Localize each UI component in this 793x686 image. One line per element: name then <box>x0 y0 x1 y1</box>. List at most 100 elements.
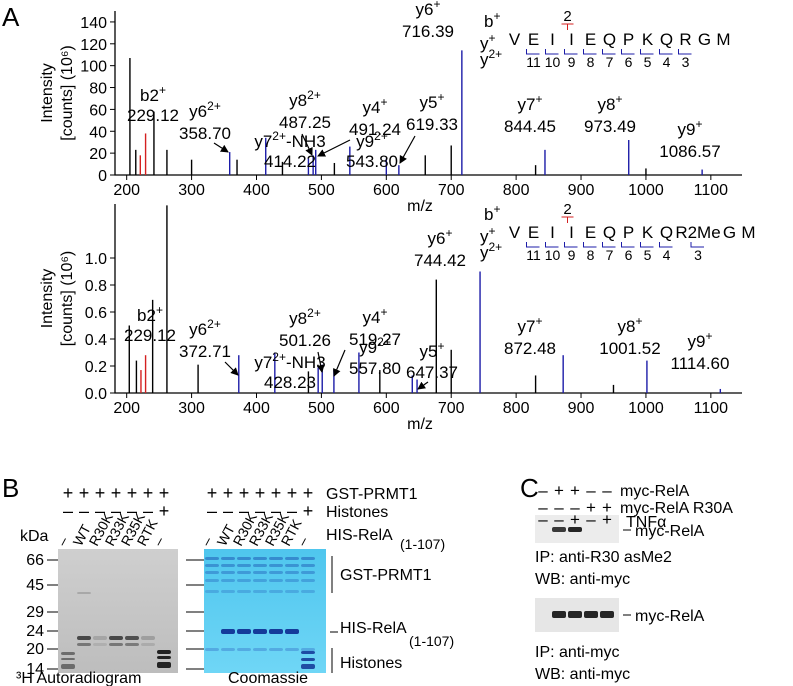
gel-band <box>237 571 251 574</box>
treatment-sign: – <box>127 501 137 521</box>
ion-suffix: -NH3 <box>286 353 326 372</box>
arrow <box>316 351 325 373</box>
y-bracket <box>526 49 540 55</box>
residue: I <box>550 30 555 49</box>
treatment-sign: – <box>570 498 580 517</box>
gel-band <box>269 648 283 651</box>
ion-label: y82+ <box>289 306 321 328</box>
ion-name: b <box>484 205 493 224</box>
y-tick-label: 1.0 <box>85 251 107 268</box>
gel-band <box>61 658 75 660</box>
peak-mz-label: 1086.57 <box>659 142 720 161</box>
y-bracket <box>545 242 559 248</box>
gel-band <box>301 664 315 669</box>
x-tick-label: 900 <box>568 182 595 199</box>
ion-charge: + <box>493 202 500 216</box>
y-fragment-number: 7 <box>606 247 614 263</box>
ion-label: y8+ <box>598 92 623 114</box>
residue: P <box>623 30 634 49</box>
peak-mz-label: 229.12 <box>127 106 179 125</box>
ion-name: y <box>480 243 489 262</box>
ion-charge: 2+ <box>272 350 286 364</box>
gel-band <box>221 579 235 582</box>
y-fragment-number: 6 <box>625 54 633 70</box>
y-tick-label: 0 <box>98 168 107 185</box>
ion-name: y9 <box>359 338 377 357</box>
gel-band <box>237 557 251 560</box>
y-axis-label: Intensity <box>39 63 56 123</box>
ion-name: b <box>484 12 493 31</box>
ion-name: y7 <box>254 132 272 151</box>
residue: R2Me <box>675 223 720 242</box>
treatment-sign: + <box>159 501 170 521</box>
gel-band <box>77 636 91 640</box>
gel-label: GST-PRMT1 <box>340 567 432 584</box>
treatment-sign: – <box>111 501 121 521</box>
y-axis-label: [counts] (10⁶) <box>59 251 76 347</box>
y-bracket <box>602 49 616 55</box>
x-tick-label: 200 <box>113 182 140 199</box>
y-fragment-number: 9 <box>568 54 576 70</box>
treatment-sign: – <box>255 501 265 521</box>
x-tick-label: 700 <box>438 182 465 199</box>
x-tick-label: 400 <box>243 182 270 199</box>
ion-name: y7 <box>254 353 272 372</box>
gel-band <box>253 579 267 582</box>
marker-label: 14 <box>26 661 44 678</box>
ion-charge: + <box>433 0 440 11</box>
ion-label: y5+ <box>420 90 445 112</box>
treatment-sign: – <box>95 501 105 521</box>
ion-label: y62+ <box>189 317 221 339</box>
marker-label: 29 <box>26 604 44 621</box>
y-bracket <box>564 49 578 55</box>
ion-charge: + <box>635 314 642 328</box>
gel-band <box>125 636 139 640</box>
treatment-sign: + <box>207 483 218 503</box>
arrow <box>333 349 346 377</box>
gel-band <box>584 611 598 618</box>
ion-charge: + <box>380 95 387 109</box>
residue: P <box>623 223 634 242</box>
gel-band <box>221 571 235 574</box>
gel-band <box>205 590 219 593</box>
y-tick-label: 60 <box>89 102 107 119</box>
ion-label: y4+ <box>363 95 388 117</box>
caption: IP: anti-R30 asMe2 <box>535 549 672 566</box>
treatment-sign: – <box>287 501 297 521</box>
y-bracket <box>583 242 597 248</box>
treatment-sign: + <box>111 483 122 503</box>
ion-charge: + <box>159 83 166 97</box>
y-fragment-number: 8 <box>587 54 595 70</box>
gel-band <box>269 590 283 593</box>
row-label: HIS-RelA <box>326 527 393 544</box>
gel-band <box>285 564 299 567</box>
y-tick-label: 20 <box>89 146 107 163</box>
peak-mz-label: 358.70 <box>179 124 231 143</box>
y-fragment-number: 7 <box>606 54 614 70</box>
peak-mz-label: 428.23 <box>264 373 316 392</box>
gel-band <box>237 564 251 567</box>
ion-name: b2 <box>137 306 156 325</box>
gel-band <box>301 590 315 593</box>
treatment-sign: + <box>602 498 612 517</box>
ion-charge: + <box>437 90 444 104</box>
gel-band <box>205 564 219 567</box>
ion-name: y <box>480 34 489 53</box>
ion-label: y5+ <box>420 339 445 361</box>
ion-label: y7+ <box>518 314 543 336</box>
peak-mz-label: 543.80 <box>346 152 398 171</box>
peak-mz-label: 491.24 <box>349 120 401 139</box>
ion-name: y6 <box>189 102 207 121</box>
x-tick-label: 800 <box>503 400 530 417</box>
gel-band <box>301 658 315 661</box>
y-fragment-number: 6 <box>625 247 633 263</box>
peak-mz-label: 973.49 <box>584 117 636 136</box>
gel-band <box>61 664 75 669</box>
peak-mz-label: 1114.60 <box>671 354 730 373</box>
lane-label: – <box>294 534 312 549</box>
x-tick-label: 300 <box>178 182 205 199</box>
y-tick-label: 0.0 <box>85 386 107 403</box>
ion-name: y9 <box>356 132 374 151</box>
gel-band <box>269 557 283 560</box>
treatment-sign: + <box>223 483 234 503</box>
